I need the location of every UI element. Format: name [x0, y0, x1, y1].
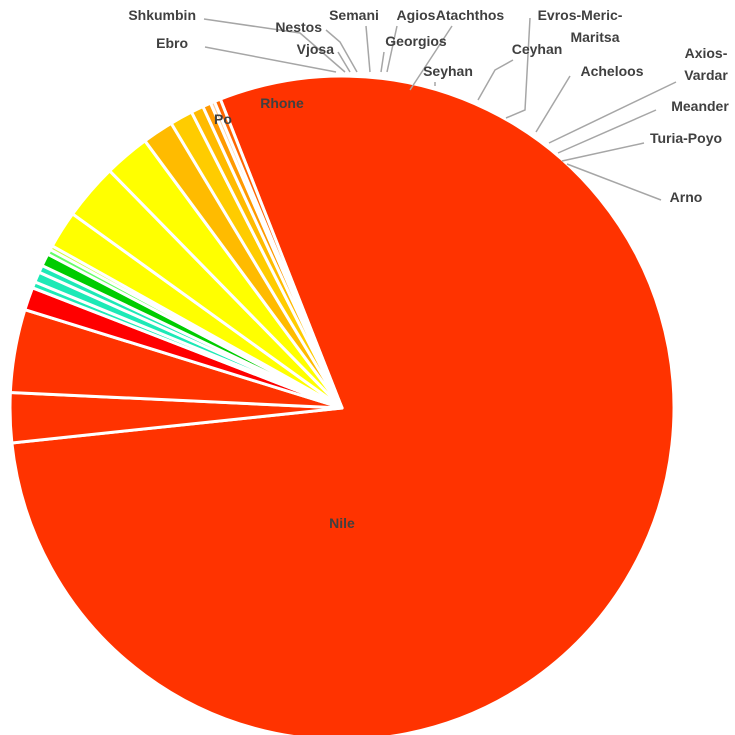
- leader-line-ceyhan: [477, 59, 514, 101]
- slice-label-agios: Agios: [397, 7, 436, 23]
- pie-slice-nile: [10, 74, 676, 735]
- leader-line-arno: [566, 163, 662, 201]
- leader-line-acheloos: [535, 75, 571, 133]
- slice-label-nestos: Nestos: [275, 19, 322, 35]
- slice-label-semani: Semani: [329, 7, 379, 23]
- leader-line-nestos: [325, 29, 358, 73]
- slice-label-turia-poyo: Turia-Poyo: [650, 130, 722, 146]
- slice-label-meander: Meander: [671, 98, 729, 114]
- slice-label-acheloos: Acheloos: [580, 63, 643, 79]
- slice-label-shkumbin: Shkumbin: [128, 7, 196, 23]
- slice-label-nile: Nile: [329, 515, 355, 531]
- leader-line-vjosa: [337, 51, 351, 73]
- leader-line-meander: [557, 109, 657, 154]
- slice-label-axios-vardar: Axios-Vardar: [684, 45, 728, 83]
- leader-line-agios: [386, 25, 398, 73]
- leader-lines: [203, 17, 677, 201]
- slice-labels: Nile Po Rhone Ebro Shkumbin Vjosa Nestos Semani…: [128, 7, 729, 531]
- pie-slice-arno: [212, 97, 344, 410]
- slice-label-vjosa: Vjosa: [297, 41, 335, 57]
- pie-slices: [8, 74, 676, 735]
- leader-line-semani: [365, 25, 371, 73]
- leader-line-shkumbin: [203, 18, 346, 73]
- leader-line-evros-meric-maritsa: [505, 17, 531, 119]
- slice-label-evros-meric-maritsa: Evros-Meric-Maritsa: [538, 7, 623, 45]
- slice-label-ceyhan: Ceyhan: [512, 41, 563, 57]
- slice-label-rhone: Rhone: [260, 95, 304, 111]
- slice-label-arno: Arno: [670, 189, 703, 205]
- slice-label-seyhan: Seyhan: [423, 63, 473, 79]
- slice-label-ebro: Ebro: [156, 35, 188, 51]
- leader-line-ebro: [204, 46, 337, 73]
- leader-line-axios-vardar: [548, 81, 677, 144]
- leader-line-georgios: [380, 51, 385, 73]
- slice-label-atachthos: Atachthos: [436, 7, 505, 23]
- slice-label-po: Po: [214, 111, 232, 127]
- leader-line-atachthos: [409, 25, 453, 91]
- leader-line-turia-poyo: [561, 142, 645, 162]
- slice-label-georgios: Georgios: [385, 33, 447, 49]
